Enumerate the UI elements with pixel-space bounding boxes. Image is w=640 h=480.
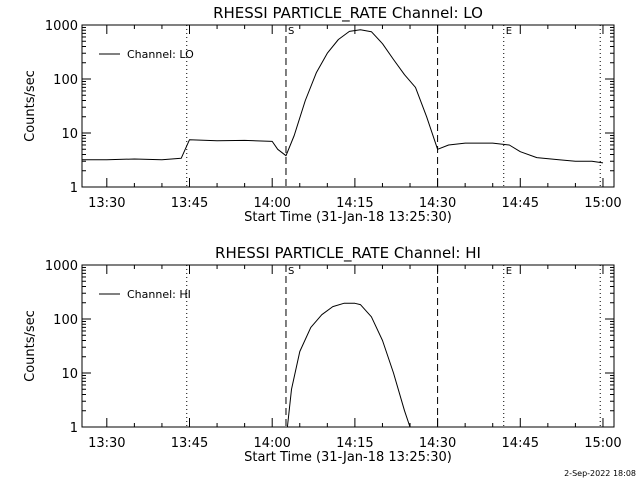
y-tick-label: 1 bbox=[70, 421, 78, 436]
plot-frame bbox=[81, 24, 615, 188]
generation-timestamp: 2-Sep-2022 18:08 bbox=[564, 469, 636, 478]
x-tick-label: 14:45 bbox=[502, 196, 539, 211]
y-tick-label: 10 bbox=[61, 127, 78, 142]
x-tick-label: 14:00 bbox=[253, 436, 290, 451]
legend-label: Channel: HI bbox=[127, 288, 191, 301]
chart-title: RHESSI PARTICLE_RATE Channel: HI bbox=[215, 244, 481, 263]
x-tick-label: 15:00 bbox=[584, 196, 621, 211]
y-tick-label: 1000 bbox=[45, 19, 78, 34]
x-tick-label: 14:45 bbox=[502, 436, 539, 451]
x-tick-label: 13:30 bbox=[88, 436, 125, 451]
y-axis-label: Counts/sec bbox=[23, 310, 38, 382]
time-marker-label: S bbox=[288, 26, 294, 37]
y-tick-label: 100 bbox=[53, 73, 78, 88]
chart-title: RHESSI PARTICLE_RATE Channel: LO bbox=[213, 4, 483, 23]
x-axis-label: Start Time (31-Jan-18 13:25:30) bbox=[244, 210, 452, 225]
x-tick-label: 13:30 bbox=[88, 196, 125, 211]
time-marker-label: E bbox=[506, 266, 512, 277]
time-marker-label: E bbox=[506, 26, 512, 37]
x-tick-label: 14:30 bbox=[419, 436, 456, 451]
x-tick-label: 15:00 bbox=[584, 436, 621, 451]
plot-frame bbox=[81, 264, 615, 428]
y-axis-label: Counts/sec bbox=[23, 70, 38, 142]
y-tick-label: 100 bbox=[53, 313, 78, 328]
y-tick-label: 1 bbox=[70, 181, 78, 196]
x-tick-label: 13:45 bbox=[171, 196, 208, 211]
x-axis-label: Start Time (31-Jan-18 13:25:30) bbox=[244, 450, 452, 465]
x-tick-label: 14:00 bbox=[253, 196, 290, 211]
time-marker-label: S bbox=[288, 266, 294, 277]
x-tick-label: 14:30 bbox=[419, 196, 456, 211]
x-tick-label: 14:15 bbox=[336, 436, 373, 451]
x-tick-label: 14:15 bbox=[336, 196, 373, 211]
chart-panel-0: RHESSI PARTICLE_RATE Channel: LO 1 10 100 10… bbox=[23, 4, 622, 225]
y-tick-label: 1000 bbox=[45, 259, 78, 274]
chart-panel-1: RHESSI PARTICLE_RATE Channel: HI 1 10 100 10… bbox=[23, 244, 622, 465]
series-line-0 bbox=[82, 29, 604, 164]
series-line-0 bbox=[286, 302, 411, 428]
x-tick-label: 13:45 bbox=[171, 436, 208, 451]
legend-label: Channel: LO bbox=[127, 48, 194, 61]
y-tick-label: 10 bbox=[61, 367, 78, 382]
